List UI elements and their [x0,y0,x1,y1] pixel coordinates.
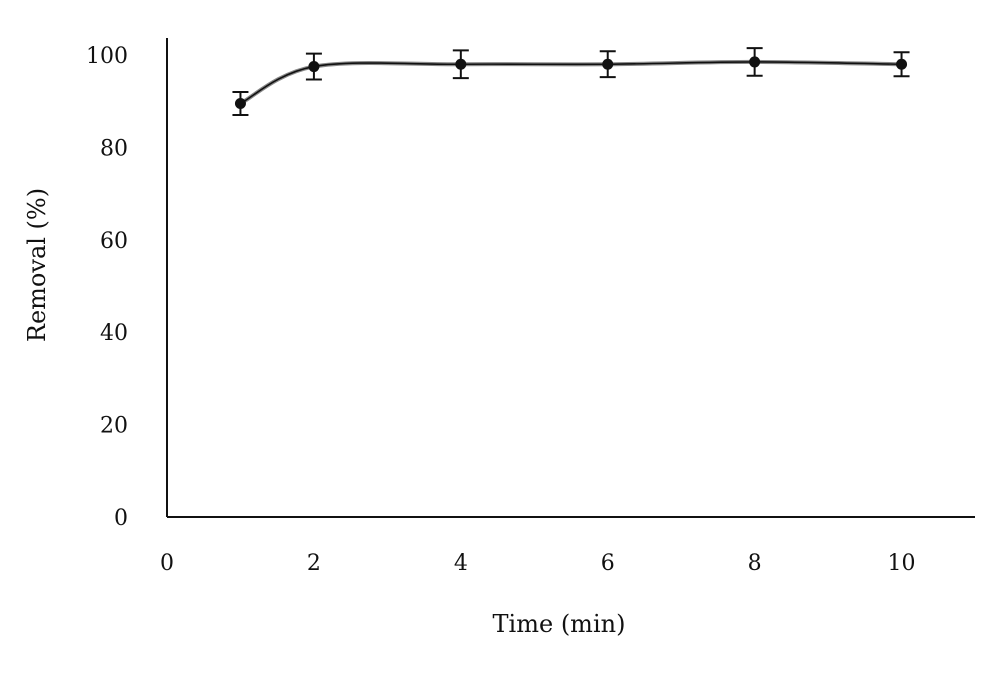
y-tick-label: 0 [114,506,128,531]
x-tick-label: 8 [748,551,762,576]
y-axis-label: Removal (%) [23,188,51,342]
data-point [234,98,246,110]
data-point [749,56,761,68]
data-point [602,58,614,70]
x-tick-labels: 0 2 4 6 8 10 [160,551,916,576]
x-axis-label: Time (min) [493,610,626,638]
y-tick-label: 100 [86,44,128,69]
x-tick-label: 4 [454,551,468,576]
data-point [455,58,467,70]
x-tick-label: 10 [888,551,916,576]
y-tick-label: 60 [100,229,128,254]
y-tick-label: 80 [100,136,128,161]
x-tick-label: 0 [160,551,174,576]
series-line-shadow [239,59,902,106]
y-tick-label: 20 [100,414,128,439]
x-tick-label: 6 [601,551,615,576]
data-point [308,61,320,73]
y-tick-label: 40 [100,321,128,346]
series-line [240,61,902,105]
plot-area [232,47,910,117]
x-tick-label: 2 [307,551,321,576]
data-point [896,58,908,70]
y-tick-labels: 0 20 40 60 80 100 [86,44,128,531]
